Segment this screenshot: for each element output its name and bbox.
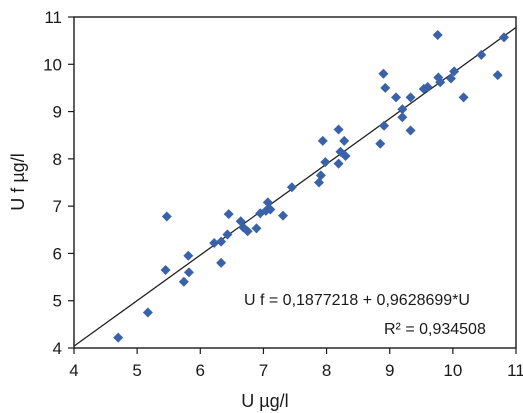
data-point <box>397 112 408 123</box>
y-tick-label: 11 <box>44 8 62 27</box>
data-point <box>405 92 416 103</box>
data-point <box>113 332 124 343</box>
x-tick-label: 5 <box>132 361 141 380</box>
r-squared-annotation: R² = 0,934508 <box>384 321 486 338</box>
data-point <box>379 120 390 131</box>
x-tick-label: 7 <box>259 361 268 380</box>
data-point <box>333 124 344 135</box>
data-point <box>216 236 227 247</box>
y-tick-label: 10 <box>43 55 62 74</box>
x-axis-title: U µg/l <box>241 391 288 411</box>
data-point <box>223 209 234 220</box>
x-tick-label: 4 <box>69 361 78 380</box>
data-point <box>216 257 227 268</box>
x-tick-label: 9 <box>385 361 394 380</box>
y-tick-label: 5 <box>53 292 62 311</box>
plot-frame <box>73 16 517 349</box>
y-axis-ticks: 4 5 6 7 8 9 10 11 <box>43 8 74 358</box>
data-point <box>209 238 220 249</box>
data-point <box>458 92 469 103</box>
data-point <box>445 73 456 84</box>
y-tick-label: 8 <box>53 150 62 169</box>
equation-annotation: U f = 0,1877218 + 0,9628699*U <box>244 292 470 309</box>
data-point <box>183 250 194 261</box>
data-point <box>333 158 344 169</box>
x-axis-ticks: 4 5 6 7 8 9 10 11 <box>69 348 523 380</box>
data-point <box>160 264 171 275</box>
data-point <box>380 82 391 93</box>
data-point <box>492 70 503 81</box>
data-point <box>278 210 289 221</box>
y-tick-label: 4 <box>53 339 62 358</box>
data-point <box>397 104 408 115</box>
data-point <box>339 135 350 146</box>
data-point <box>265 204 276 215</box>
data-point <box>317 135 328 146</box>
data-point <box>449 66 460 77</box>
data-point <box>242 226 253 237</box>
data-point <box>286 182 297 193</box>
data-point <box>320 157 331 168</box>
data-point <box>161 211 172 222</box>
data-point <box>422 81 433 92</box>
data-point <box>405 125 416 136</box>
x-tick-label: 11 <box>507 361 523 380</box>
y-tick-label: 7 <box>53 197 62 216</box>
data-point <box>499 32 510 43</box>
data-points <box>113 29 510 343</box>
y-axis-title: U f µg/l <box>8 153 28 210</box>
x-tick-label: 8 <box>322 361 331 380</box>
x-tick-label: 6 <box>196 361 205 380</box>
data-point <box>251 223 262 234</box>
data-point <box>222 229 233 240</box>
x-tick-label: 10 <box>443 361 462 380</box>
data-point <box>315 170 326 181</box>
data-point <box>340 151 351 162</box>
data-point <box>313 177 324 188</box>
data-point <box>432 29 443 40</box>
data-point <box>435 77 446 88</box>
y-tick-label: 6 <box>53 244 62 263</box>
data-point <box>375 138 386 149</box>
data-point <box>178 276 189 287</box>
data-point <box>391 92 402 103</box>
data-point <box>142 307 153 318</box>
data-point <box>476 49 487 60</box>
data-point <box>378 68 389 79</box>
data-point <box>183 267 194 278</box>
y-tick-label: 9 <box>53 103 62 122</box>
